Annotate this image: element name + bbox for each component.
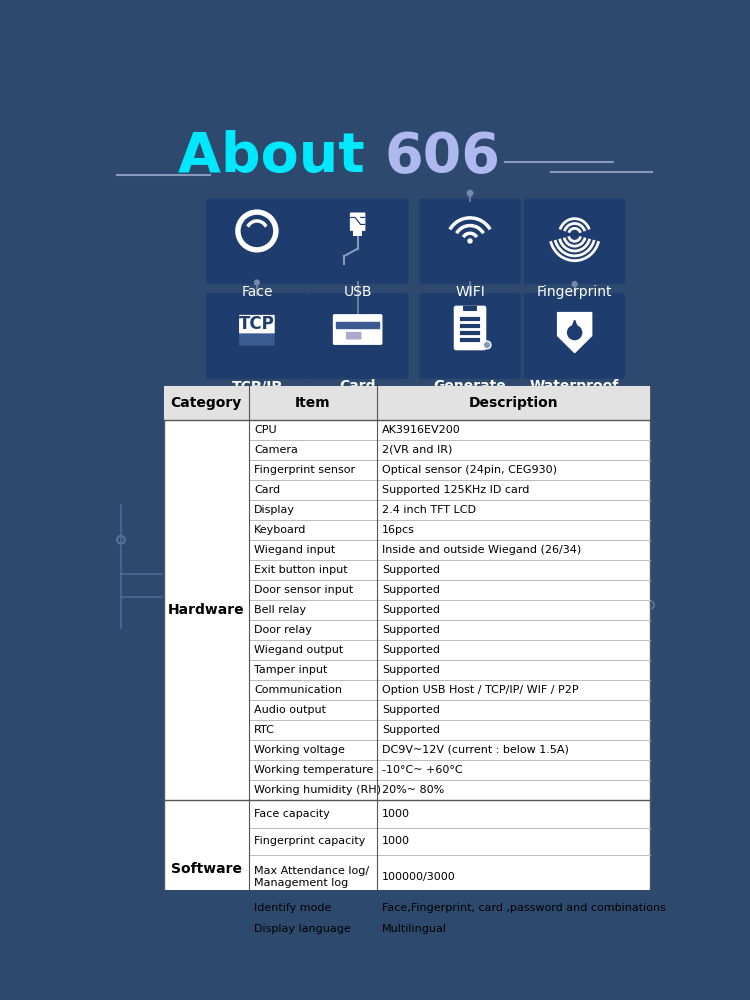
Circle shape — [483, 341, 491, 349]
Text: TCP: TCP — [239, 315, 274, 333]
Text: About: About — [178, 130, 384, 184]
Text: 20%~ 80%: 20%~ 80% — [382, 785, 444, 795]
Text: USB: USB — [344, 285, 372, 299]
FancyBboxPatch shape — [346, 332, 362, 340]
Text: Supported: Supported — [382, 585, 440, 595]
Text: Option USB Host / TCP/IP/ WIF / P2P: Option USB Host / TCP/IP/ WIF / P2P — [382, 685, 579, 695]
FancyBboxPatch shape — [463, 306, 477, 311]
Text: Fingerprint: Fingerprint — [537, 285, 613, 299]
Text: Generate
Report: Generate Report — [433, 379, 506, 410]
Text: Wiegand input: Wiegand input — [254, 545, 335, 555]
Text: Face: Face — [242, 285, 273, 299]
Text: Tamper input: Tamper input — [254, 665, 328, 675]
Text: Card: Card — [254, 485, 280, 495]
Text: Waterproof: Waterproof — [530, 379, 620, 393]
Text: Supported: Supported — [382, 565, 440, 575]
Text: RTC: RTC — [254, 725, 275, 735]
Text: Bell relay: Bell relay — [254, 605, 306, 615]
Text: TCP/IP: TCP/IP — [232, 379, 282, 393]
Text: ⌥: ⌥ — [349, 213, 367, 228]
Text: Display: Display — [254, 505, 296, 515]
FancyBboxPatch shape — [164, 386, 650, 939]
Circle shape — [467, 337, 473, 343]
Text: Inside and outside Wiegand (26/34): Inside and outside Wiegand (26/34) — [382, 545, 581, 555]
Text: Hardware: Hardware — [168, 603, 244, 617]
Text: Max Attendance log/
Management log: Max Attendance log/ Management log — [254, 866, 369, 888]
Text: Display language: Display language — [254, 924, 351, 934]
Text: WIFI: WIFI — [455, 285, 485, 299]
Circle shape — [572, 281, 578, 287]
Circle shape — [236, 209, 278, 253]
FancyBboxPatch shape — [419, 293, 520, 379]
FancyBboxPatch shape — [307, 199, 409, 284]
Text: Supported 125KHz ID card: Supported 125KHz ID card — [382, 485, 530, 495]
FancyBboxPatch shape — [206, 199, 308, 284]
Text: Software: Software — [170, 862, 242, 876]
FancyBboxPatch shape — [333, 314, 382, 345]
Text: AK3916EV200: AK3916EV200 — [382, 425, 460, 435]
Text: Audio output: Audio output — [254, 705, 326, 715]
Text: Card: Card — [340, 379, 376, 393]
Text: Face,Fingerprint, card ,password and combinations: Face,Fingerprint, card ,password and com… — [382, 903, 666, 913]
Text: Fingerprint sensor: Fingerprint sensor — [254, 465, 356, 475]
Text: 1000: 1000 — [382, 836, 410, 846]
Text: Optical sensor (24pin, CEG930): Optical sensor (24pin, CEG930) — [382, 465, 557, 475]
Circle shape — [241, 215, 273, 247]
Text: Fingerprint capacity: Fingerprint capacity — [254, 836, 365, 846]
Text: Supported: Supported — [382, 705, 440, 715]
FancyBboxPatch shape — [419, 199, 520, 284]
Text: Face capacity: Face capacity — [254, 809, 330, 819]
Text: Door sensor input: Door sensor input — [254, 585, 353, 595]
FancyBboxPatch shape — [307, 293, 409, 379]
Text: Door relay: Door relay — [254, 625, 312, 635]
FancyBboxPatch shape — [524, 199, 626, 284]
Circle shape — [254, 279, 260, 286]
Text: Category: Category — [170, 396, 242, 410]
FancyBboxPatch shape — [524, 293, 626, 379]
FancyBboxPatch shape — [239, 330, 274, 346]
FancyBboxPatch shape — [164, 386, 650, 420]
Text: Supported: Supported — [382, 645, 440, 655]
Text: 1000: 1000 — [382, 809, 410, 819]
FancyBboxPatch shape — [454, 306, 486, 350]
Text: Working voltage: Working voltage — [254, 745, 345, 755]
Text: Keyboard: Keyboard — [254, 525, 307, 535]
FancyBboxPatch shape — [239, 315, 274, 333]
FancyBboxPatch shape — [206, 293, 308, 379]
Text: Multilingual: Multilingual — [382, 924, 447, 934]
Text: Exit button input: Exit button input — [254, 565, 348, 575]
Circle shape — [467, 238, 472, 244]
Text: Working temperature: Working temperature — [254, 765, 374, 775]
Text: Supported: Supported — [382, 725, 440, 735]
Text: Communication: Communication — [254, 685, 342, 695]
FancyBboxPatch shape — [350, 212, 365, 231]
Text: CPU: CPU — [254, 425, 277, 435]
Text: Camera: Camera — [254, 445, 298, 455]
Circle shape — [466, 190, 473, 197]
Polygon shape — [557, 313, 592, 353]
Text: Supported: Supported — [382, 665, 440, 675]
Text: 16pcs: 16pcs — [382, 525, 415, 535]
Text: Identify mode: Identify mode — [254, 903, 332, 913]
FancyBboxPatch shape — [353, 230, 362, 236]
Text: Supported: Supported — [382, 605, 440, 615]
Polygon shape — [570, 320, 579, 333]
Text: Item: Item — [295, 396, 331, 410]
Circle shape — [567, 325, 583, 340]
Text: -10°C~ +60°C: -10°C~ +60°C — [382, 765, 463, 775]
Text: DC9V~12V (current : below 1.5A): DC9V~12V (current : below 1.5A) — [382, 745, 569, 755]
Text: Working humidity (RH): Working humidity (RH) — [254, 785, 381, 795]
Text: 2.4 inch TFT LCD: 2.4 inch TFT LCD — [382, 505, 476, 515]
Text: 606: 606 — [384, 130, 500, 184]
Text: Wiegand output: Wiegand output — [254, 645, 344, 655]
Text: Description: Description — [469, 396, 558, 410]
Text: 100000/3000: 100000/3000 — [382, 872, 456, 882]
Text: 2(VR and IR): 2(VR and IR) — [382, 445, 452, 455]
Text: Supported: Supported — [382, 625, 440, 635]
